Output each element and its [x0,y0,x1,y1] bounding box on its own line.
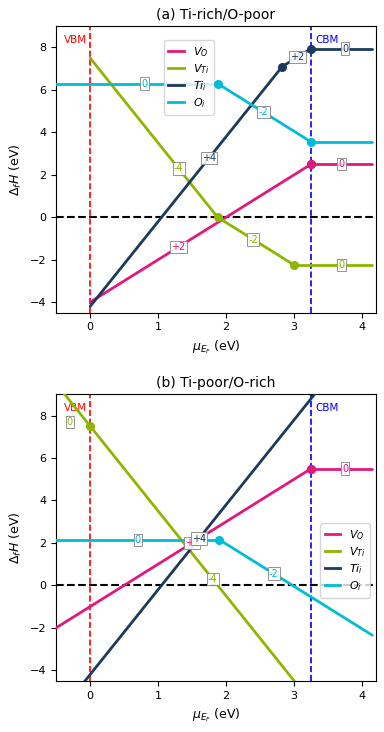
Text: 0: 0 [339,260,345,270]
Text: 0: 0 [135,534,141,545]
Text: -4: -4 [174,163,184,173]
X-axis label: $\mu_{E_F}$ (eV): $\mu_{E_F}$ (eV) [192,706,240,724]
Text: +4: +4 [202,153,216,163]
Text: 0: 0 [339,159,345,169]
Legend: $V_O$, $V_{Ti}$, $Ti_i$, $O_i$: $V_O$, $V_{Ti}$, $Ti_i$, $O_i$ [164,40,214,114]
Text: VBM: VBM [64,34,87,45]
Title: (b) Ti-poor/O-rich: (b) Ti-poor/O-rich [156,376,276,390]
Title: (a) Ti-rich/O-poor: (a) Ti-rich/O-poor [156,8,275,23]
Text: 0: 0 [142,78,147,89]
Text: +2: +2 [290,52,305,62]
Y-axis label: $\Delta_f H$ (eV): $\Delta_f H$ (eV) [8,143,25,195]
Text: 0: 0 [67,417,73,427]
Text: VBM: VBM [64,403,87,413]
Text: -2: -2 [248,234,258,244]
Text: CBM: CBM [316,34,339,45]
Text: 0: 0 [342,463,348,474]
X-axis label: $\mu_{E_F}$ (eV): $\mu_{E_F}$ (eV) [192,338,240,356]
Text: CBM: CBM [316,403,339,413]
Text: -2: -2 [269,569,278,579]
Text: +2: +2 [185,538,199,548]
Text: +2: +2 [171,242,186,252]
Text: 0: 0 [342,44,348,53]
Text: +4: +4 [192,534,206,544]
Y-axis label: $\Delta_f H$ (eV): $\Delta_f H$ (eV) [8,512,25,564]
Text: -2: -2 [259,107,268,117]
Legend: $V_O$, $V_{Ti}$, $Ti_i$, $O_i$: $V_O$, $V_{Ti}$, $Ti_i$, $O_i$ [320,523,370,597]
Text: -4: -4 [208,574,217,584]
